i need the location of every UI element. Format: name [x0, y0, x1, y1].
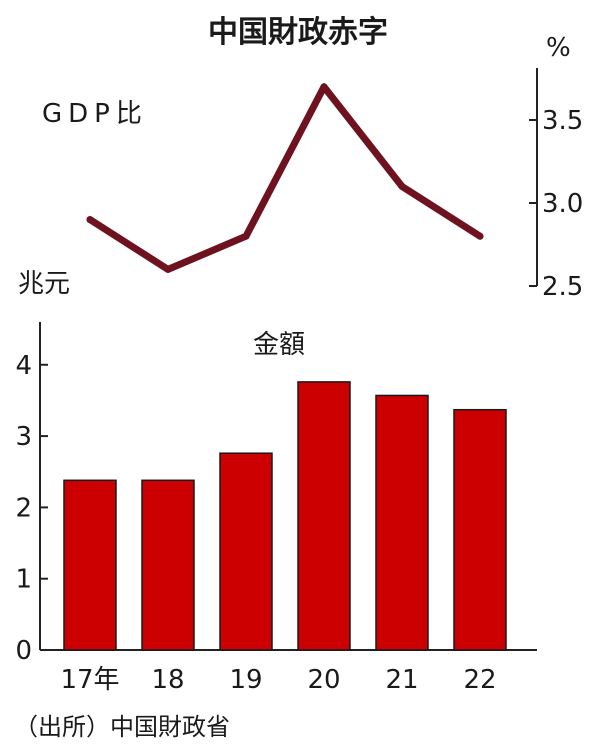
line-plot	[86, 83, 484, 273]
chart-title: 中国財政赤字	[208, 15, 388, 50]
bar-plot	[63, 381, 507, 651]
bar-5	[453, 408, 507, 651]
x-tick-label-5: 22	[463, 665, 496, 695]
x-tick-label-4: 21	[385, 665, 418, 695]
bar-y-tick-label-2: 2	[15, 493, 32, 523]
bar-y-ticks: 0 1 2 3 4	[15, 351, 48, 666]
line-point-4	[398, 182, 406, 190]
x-tick-label-0: 17年	[60, 665, 119, 695]
x-tick-label-3: 20	[307, 665, 340, 695]
bar-y-tick-label-0: 0	[15, 636, 32, 666]
line-y-tick-label-2: 2.5	[542, 272, 583, 302]
line-y-ticks: 3.5 3.0 2.5	[529, 106, 583, 302]
x-axis-labels: 17年 18 19 20 21 22	[60, 665, 496, 695]
bar-series-label: 金額	[253, 330, 305, 360]
bar-y-tick-label-3: 3	[15, 422, 32, 452]
bar-2	[219, 452, 273, 651]
bar-y-tick-label-4: 4	[15, 351, 32, 381]
line-series-label: GDP比	[42, 99, 148, 129]
bar-0	[63, 479, 117, 651]
line-y-tick-label-0: 3.5	[542, 106, 583, 136]
line-y-tick-label-1: 3.0	[542, 189, 583, 219]
line-point-2	[242, 232, 250, 240]
line-point-5	[476, 232, 484, 240]
source-note: （出所）中国財政省	[14, 713, 230, 741]
bar-1	[141, 479, 195, 651]
bar-3	[297, 381, 351, 651]
bar-unit-label: 兆元	[18, 269, 70, 299]
x-tick-label-2: 19	[229, 665, 262, 695]
line-point-0	[86, 216, 94, 224]
bar-y-tick-label-1: 1	[15, 565, 32, 595]
gdp-ratio-line	[86, 83, 484, 273]
line-point-3	[320, 83, 328, 91]
line-point-1	[164, 265, 172, 273]
x-tick-label-1: 18	[151, 665, 184, 695]
bar-4	[375, 394, 429, 651]
line-unit-label: %	[546, 33, 571, 63]
